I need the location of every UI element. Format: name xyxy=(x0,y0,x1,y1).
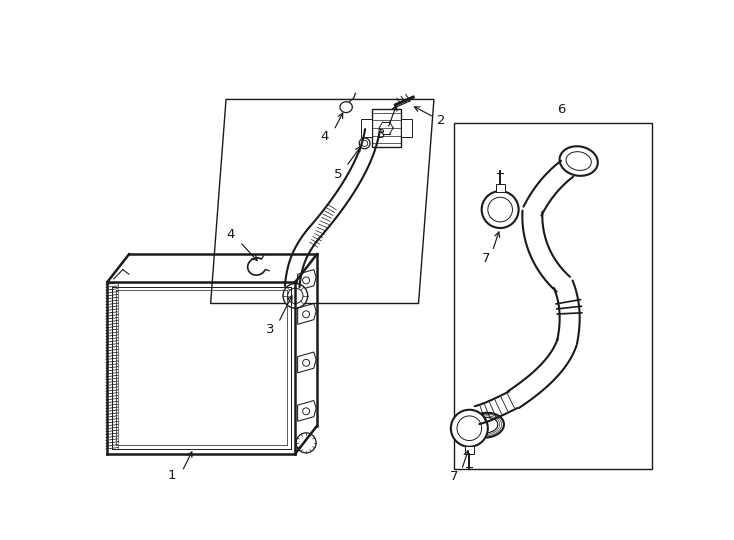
Text: 7: 7 xyxy=(482,252,490,265)
Text: 1: 1 xyxy=(168,469,176,482)
Text: 7: 7 xyxy=(450,470,458,483)
Circle shape xyxy=(302,359,310,366)
Circle shape xyxy=(302,277,310,284)
FancyBboxPatch shape xyxy=(465,446,474,454)
FancyBboxPatch shape xyxy=(495,184,505,192)
Polygon shape xyxy=(297,401,316,421)
Circle shape xyxy=(451,410,488,447)
Text: 4: 4 xyxy=(321,130,329,143)
Text: 6: 6 xyxy=(558,103,566,116)
Circle shape xyxy=(302,311,310,318)
Circle shape xyxy=(359,138,370,148)
Ellipse shape xyxy=(559,146,597,176)
Circle shape xyxy=(283,284,308,308)
Polygon shape xyxy=(297,269,316,291)
Text: 2: 2 xyxy=(437,114,446,127)
Circle shape xyxy=(296,433,316,453)
Text: 3: 3 xyxy=(266,323,275,336)
FancyBboxPatch shape xyxy=(361,119,371,137)
Circle shape xyxy=(302,408,310,415)
Text: 3: 3 xyxy=(377,127,386,140)
Polygon shape xyxy=(297,303,316,325)
FancyBboxPatch shape xyxy=(371,109,401,147)
Ellipse shape xyxy=(468,413,504,437)
Polygon shape xyxy=(297,352,316,373)
Circle shape xyxy=(482,191,519,228)
Text: 4: 4 xyxy=(227,228,235,241)
FancyBboxPatch shape xyxy=(401,119,412,137)
Text: 5: 5 xyxy=(334,167,343,181)
